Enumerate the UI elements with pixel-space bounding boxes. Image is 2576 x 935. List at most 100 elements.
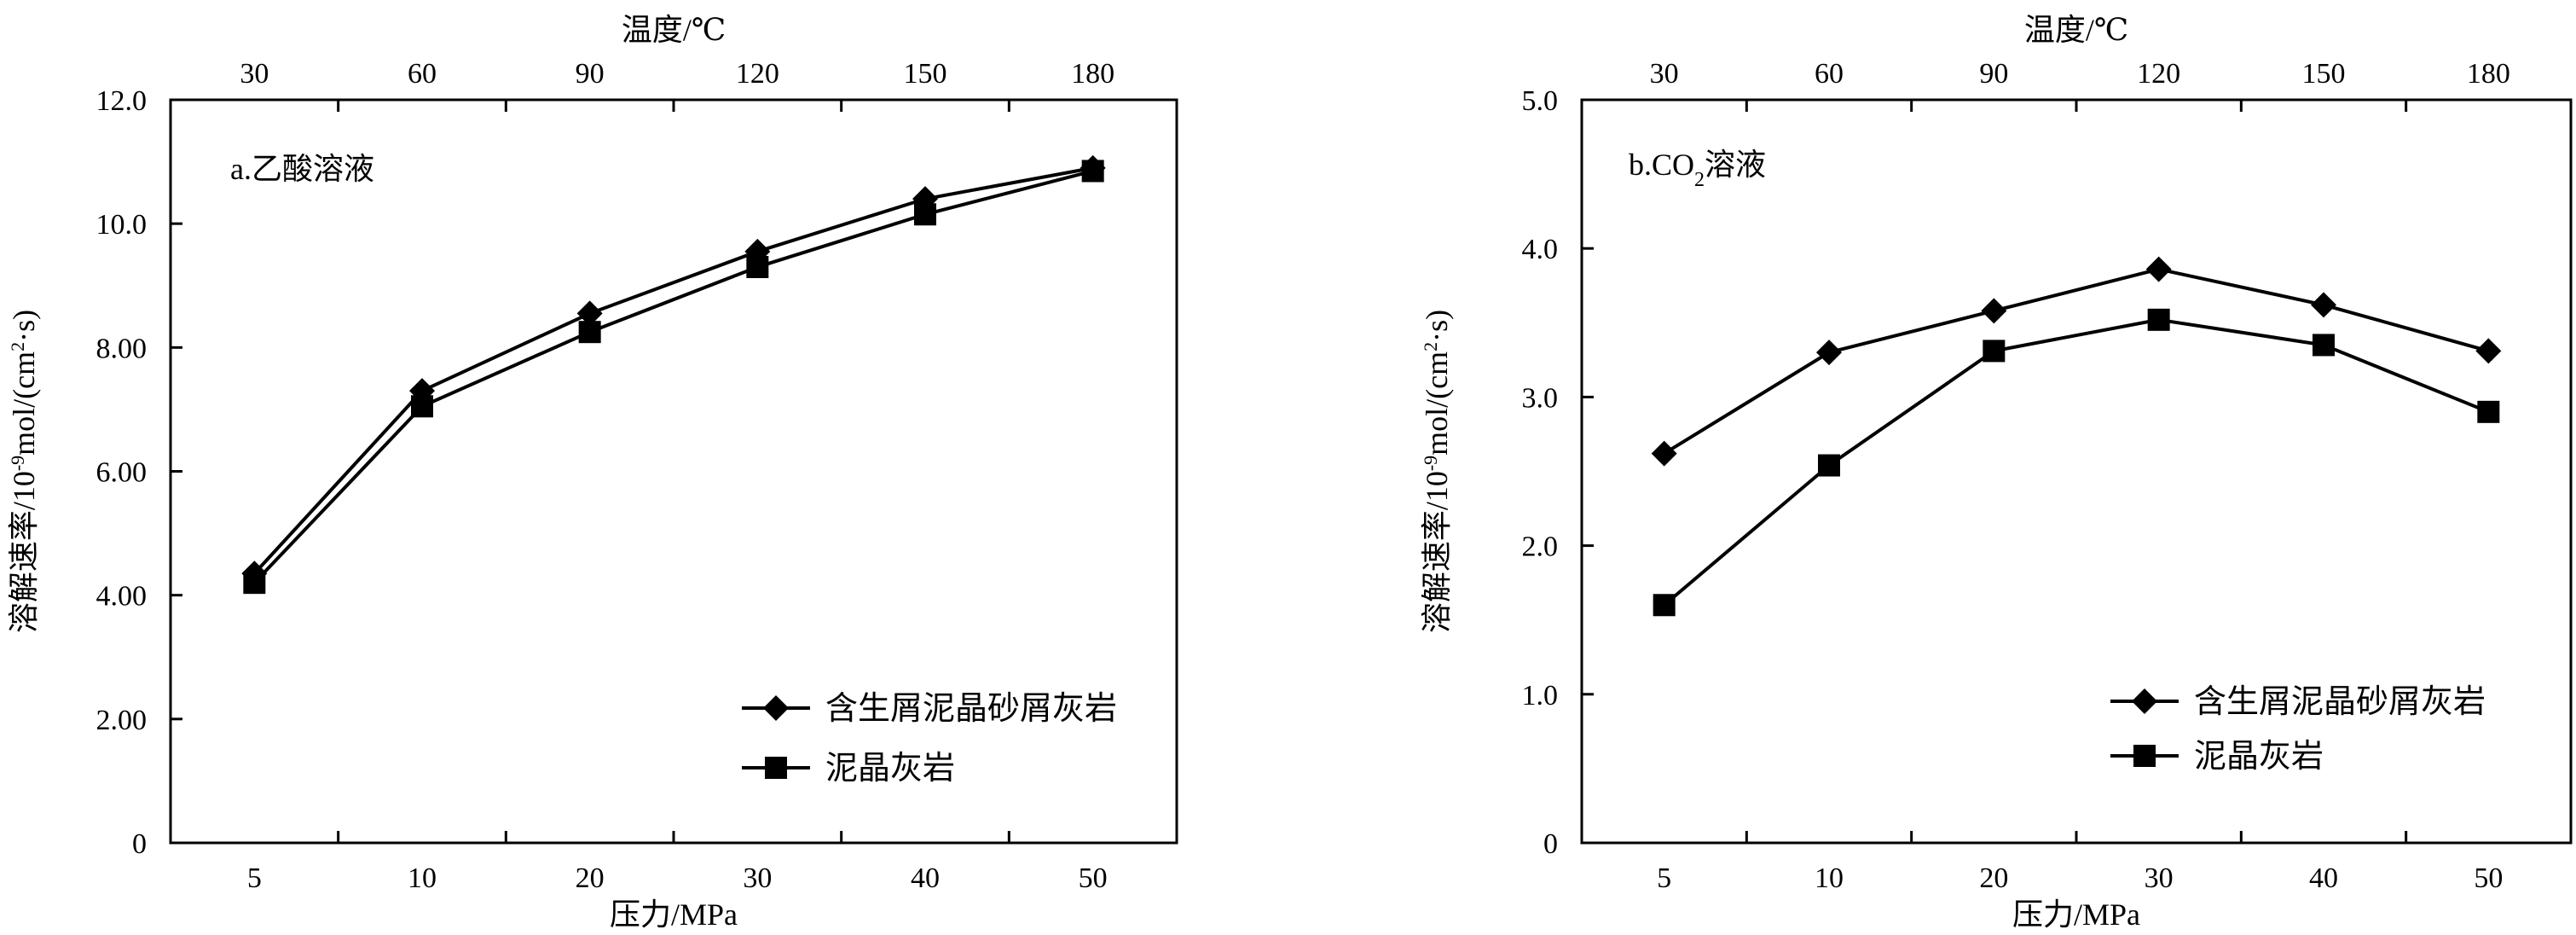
y-axis-title-superscript: 2 bbox=[7, 342, 28, 351]
x-tick-label: 5 bbox=[247, 862, 262, 894]
x-tick-label: 5 bbox=[1657, 862, 1671, 894]
data-point-diamond bbox=[2475, 338, 2502, 364]
x-tick-label: 40 bbox=[2309, 862, 2338, 894]
plot-frame bbox=[1580, 98, 2573, 845]
y-axis-title-part: ·s) bbox=[1420, 310, 1454, 342]
legend-item: 泥晶灰岩 bbox=[742, 751, 955, 787]
data-point-square bbox=[2477, 400, 2500, 423]
legend-label: 泥晶灰岩 bbox=[825, 751, 955, 787]
y-axis-title: 溶解速率/10-9mol/(cm2·s) bbox=[1420, 310, 1455, 633]
x2-tick-label: 30 bbox=[1650, 58, 1679, 90]
data-point-diamond bbox=[2145, 256, 2172, 282]
y-tick-label: 2.0 bbox=[1522, 531, 1559, 563]
series-line bbox=[252, 166, 1094, 575]
legend-label: 泥晶灰岩 bbox=[2194, 739, 2324, 775]
y-tick-label: 4.0 bbox=[1522, 234, 1559, 265]
y-axis-title-part: 溶解速率/10 bbox=[1420, 471, 1454, 633]
x2-tick-label: 120 bbox=[2137, 58, 2180, 90]
y-tick-label: 0 bbox=[1543, 828, 1558, 860]
y-axis-title-superscript: -9 bbox=[7, 456, 28, 471]
panel-label-subscript: 2 bbox=[1694, 169, 1705, 191]
x-tick-label: 10 bbox=[408, 862, 437, 894]
x2-tick-label: 30 bbox=[240, 58, 269, 90]
y-axis-title: 溶解速率/10-9mol/(cm2·s) bbox=[7, 310, 42, 633]
y-tick-label: 5.0 bbox=[1522, 85, 1559, 117]
y-tick-label: 3.0 bbox=[1522, 382, 1559, 414]
data-point-square bbox=[2147, 308, 2170, 331]
x-tick-label: 40 bbox=[911, 862, 940, 894]
x-axis-title: 压力/MPa bbox=[610, 897, 738, 932]
series-line bbox=[1663, 317, 2490, 607]
x-tick-label: 30 bbox=[743, 862, 772, 894]
data-point-square bbox=[411, 395, 433, 418]
data-point-square bbox=[1653, 594, 1676, 617]
data-point-diamond bbox=[576, 300, 603, 327]
legend-item: 泥晶灰岩 bbox=[2110, 739, 2324, 775]
x-axis-title: 压力/MPa bbox=[2012, 897, 2140, 932]
x2-tick-label: 90 bbox=[576, 58, 605, 90]
legend-marker-square bbox=[2133, 745, 2156, 767]
legend-marker-square bbox=[765, 757, 787, 779]
data-point-diamond bbox=[1816, 340, 1842, 366]
x-tick-label: 50 bbox=[1079, 862, 1108, 894]
y-tick-label: 1.0 bbox=[1522, 680, 1559, 711]
series-line bbox=[1663, 267, 2489, 456]
x2-tick-label: 60 bbox=[1815, 58, 1844, 90]
data-point-diamond bbox=[2311, 292, 2336, 318]
y-axis-title-part: 溶解速率/10 bbox=[7, 471, 41, 633]
y-axis-title-part: ·s) bbox=[7, 310, 41, 342]
panel-label: a.乙酸溶液 bbox=[230, 152, 374, 186]
data-point-square bbox=[578, 321, 601, 344]
legend-item: 含生屑泥晶砂屑灰岩 bbox=[742, 691, 1117, 727]
y-axis-title-part: mol/(cm bbox=[1420, 351, 1454, 456]
data-point-diamond bbox=[1981, 298, 2007, 324]
x2-axis-title: 温度/℃ bbox=[622, 13, 726, 47]
series-micritic-limestone bbox=[243, 160, 1104, 595]
x-tick-label: 30 bbox=[2145, 862, 2174, 894]
legend-label: 含生屑泥晶砂屑灰岩 bbox=[825, 691, 1117, 727]
x2-tick-label: 180 bbox=[2467, 58, 2510, 90]
panel-a-acetic-acid: 0 2.00 4.00 6.00 8.00 10.0 12.0 5 10 20 30 40 50 30 60… bbox=[7, 13, 1178, 932]
x-tick-label: 20 bbox=[1979, 862, 2008, 894]
x2-tick-label: 60 bbox=[408, 58, 437, 90]
y-axis-title-superscript: -9 bbox=[1420, 456, 1441, 471]
panel-label: b.CO2溶液 bbox=[1629, 148, 1766, 191]
series-line bbox=[252, 169, 1094, 584]
data-point-square bbox=[1983, 340, 2006, 363]
x-tick-label: 20 bbox=[576, 862, 605, 894]
panel-b-co2: 0 1.0 2.0 3.0 4.0 5.0 5 10 20 30 40 50 30 60 90 120 150 1… bbox=[1420, 13, 2573, 932]
data-point-square bbox=[914, 203, 936, 226]
legend-marker-diamond bbox=[2132, 688, 2157, 714]
y-tick-label: 2.00 bbox=[96, 705, 148, 736]
x2-tick-label: 90 bbox=[1979, 58, 2008, 90]
legend-item: 含生屑泥晶砂屑灰岩 bbox=[2110, 684, 2486, 720]
panel-label-part: b.CO bbox=[1629, 148, 1694, 182]
data-point-square bbox=[243, 572, 266, 595]
y-tick-label: 10.0 bbox=[96, 209, 148, 241]
series-bioclastic-limestone bbox=[241, 154, 1106, 587]
data-point-square bbox=[1818, 454, 1840, 477]
x-tick-label: 50 bbox=[2474, 862, 2503, 894]
y-tick-label: 8.00 bbox=[96, 333, 148, 364]
y-axis-title-part: mol/(cm bbox=[7, 351, 41, 456]
y-tick-label: 4.00 bbox=[96, 581, 148, 613]
x2-tick-label: 150 bbox=[904, 58, 947, 90]
x2-tick-label: 150 bbox=[2302, 58, 2346, 90]
x-tick-label: 10 bbox=[1815, 862, 1844, 894]
x2-tick-label: 180 bbox=[1071, 58, 1114, 90]
x2-axis-title: 温度/℃ bbox=[2024, 13, 2128, 47]
plot-frame bbox=[169, 98, 1178, 845]
y-tick-label: 0 bbox=[132, 828, 147, 860]
x2-tick-label: 120 bbox=[736, 58, 779, 90]
legend-marker-diamond bbox=[763, 695, 789, 721]
data-point-square bbox=[2313, 334, 2335, 357]
data-point-diamond bbox=[1651, 440, 1677, 467]
data-point-square bbox=[1081, 160, 1104, 183]
y-tick-label: 6.00 bbox=[96, 457, 148, 489]
panel-label-part: 溶液 bbox=[1705, 148, 1766, 182]
series-micritic-limestone bbox=[1653, 308, 2500, 617]
data-point-square bbox=[746, 255, 769, 278]
